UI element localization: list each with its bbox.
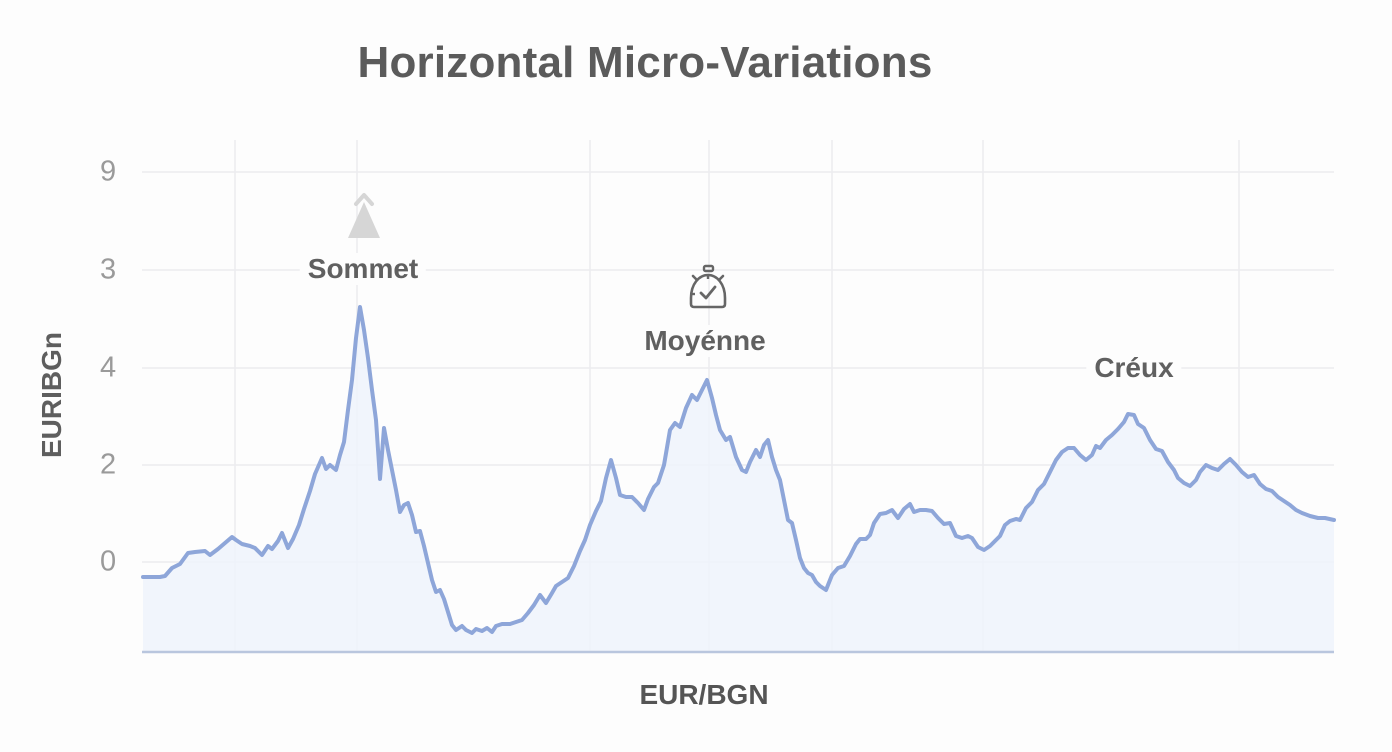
y-tick-label: 2 — [100, 448, 117, 481]
annotation-average-label: Moyénne — [636, 325, 774, 357]
triangle-up-arrow-icon — [348, 193, 380, 238]
series-area-fill — [143, 307, 1334, 652]
y-tick-label: 3 — [100, 253, 117, 286]
y-tick-label: 4 — [100, 351, 117, 384]
series-line — [141, 305, 1336, 635]
x-axis-label: EUR/BGN — [639, 679, 769, 710]
annotation-peak-label: Sommet — [299, 253, 427, 285]
chart-title: Horizontal Micro-Variations — [357, 38, 933, 87]
y-tick-label: 9 — [100, 155, 117, 188]
annotation-trough-label: Créux — [1086, 352, 1182, 384]
stopwatch-check-icon — [689, 264, 727, 309]
y-tick-label: 0 — [100, 545, 117, 578]
